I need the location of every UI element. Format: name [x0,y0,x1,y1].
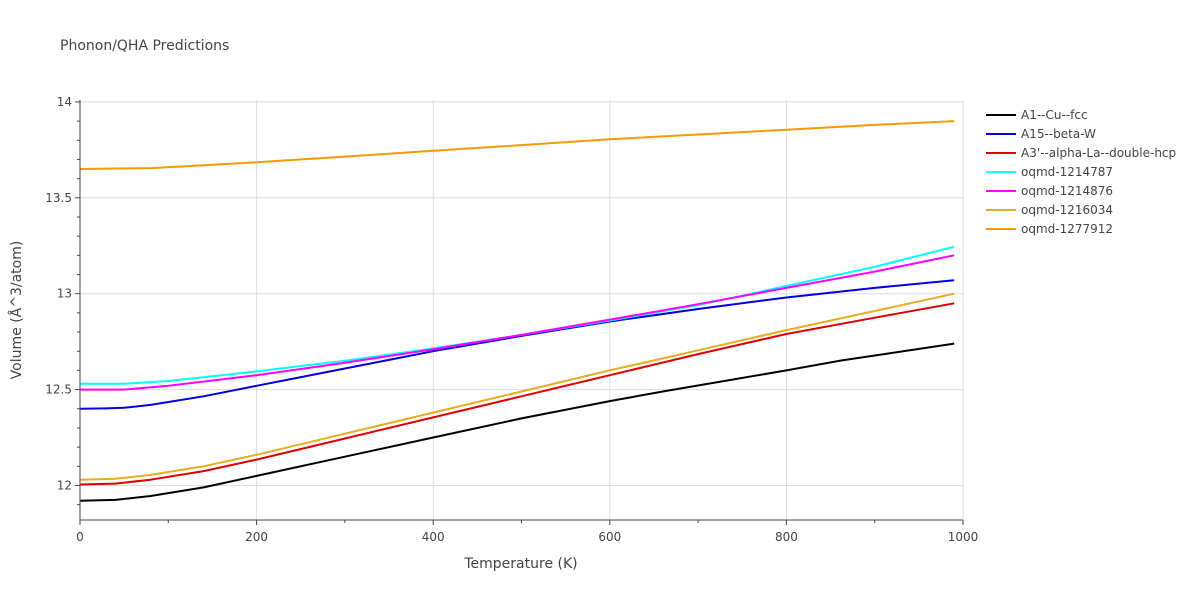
legend-label: A15--beta-W [1021,127,1096,141]
y-tick-label: 14 [57,95,72,109]
series-line-2 [79,302,955,486]
legend-label: oqmd-1214787 [1021,165,1113,179]
grid [80,100,964,520]
x-tick-label: 400 [422,530,445,544]
x-tick-label: 600 [598,530,621,544]
y-axis-label: Volume (Å^3/atom) [8,241,25,380]
series-line-5 [79,292,955,481]
series-line-0 [79,342,955,502]
series-line-4 [80,254,955,391]
series-line-6 [79,120,955,170]
legend-item[interactable]: oqmd-1216034 [986,203,1113,217]
x-tick-label: 800 [775,530,798,544]
series-group [79,120,955,502]
y-tick-label: 13.5 [45,191,72,205]
legend-label: oqmd-1277912 [1021,222,1113,236]
x-tick-label: 200 [245,530,268,544]
legend-label: A1--Cu--fcc [1021,108,1088,122]
series-line-1 [79,279,955,410]
x-tick-label: 0 [76,530,84,544]
axes: 0 200 400 600 800 1000 12 12.5 13 13.5 14 [45,95,978,544]
legend-item[interactable]: A3'--alpha-La--double-hcp [986,146,1176,160]
chart-title: Phonon/QHA Predictions [60,38,229,54]
legend-label: oqmd-1214876 [1021,184,1113,198]
legend-item[interactable]: oqmd-1277912 [986,222,1113,236]
x-tick-label: 1000 [948,530,979,544]
y-tick-label: 13 [57,287,72,301]
legend-item[interactable]: oqmd-1214787 [986,165,1113,179]
legend-item[interactable]: A15--beta-W [986,127,1096,141]
legend-item[interactable]: oqmd-1214876 [986,184,1113,198]
y-tick-label: 12 [57,478,72,492]
y-tick-label: 12.5 [45,383,72,397]
legend-label: A3'--alpha-La--double-hcp [1021,146,1176,160]
legend-label: oqmd-1216034 [1021,203,1113,217]
x-axis-label: Temperature (K) [463,556,577,572]
legend[interactable]: A1--Cu--fcc A15--beta-W A3'--alpha-La--dou… [986,108,1176,236]
legend-item[interactable]: A1--Cu--fcc [986,108,1088,122]
